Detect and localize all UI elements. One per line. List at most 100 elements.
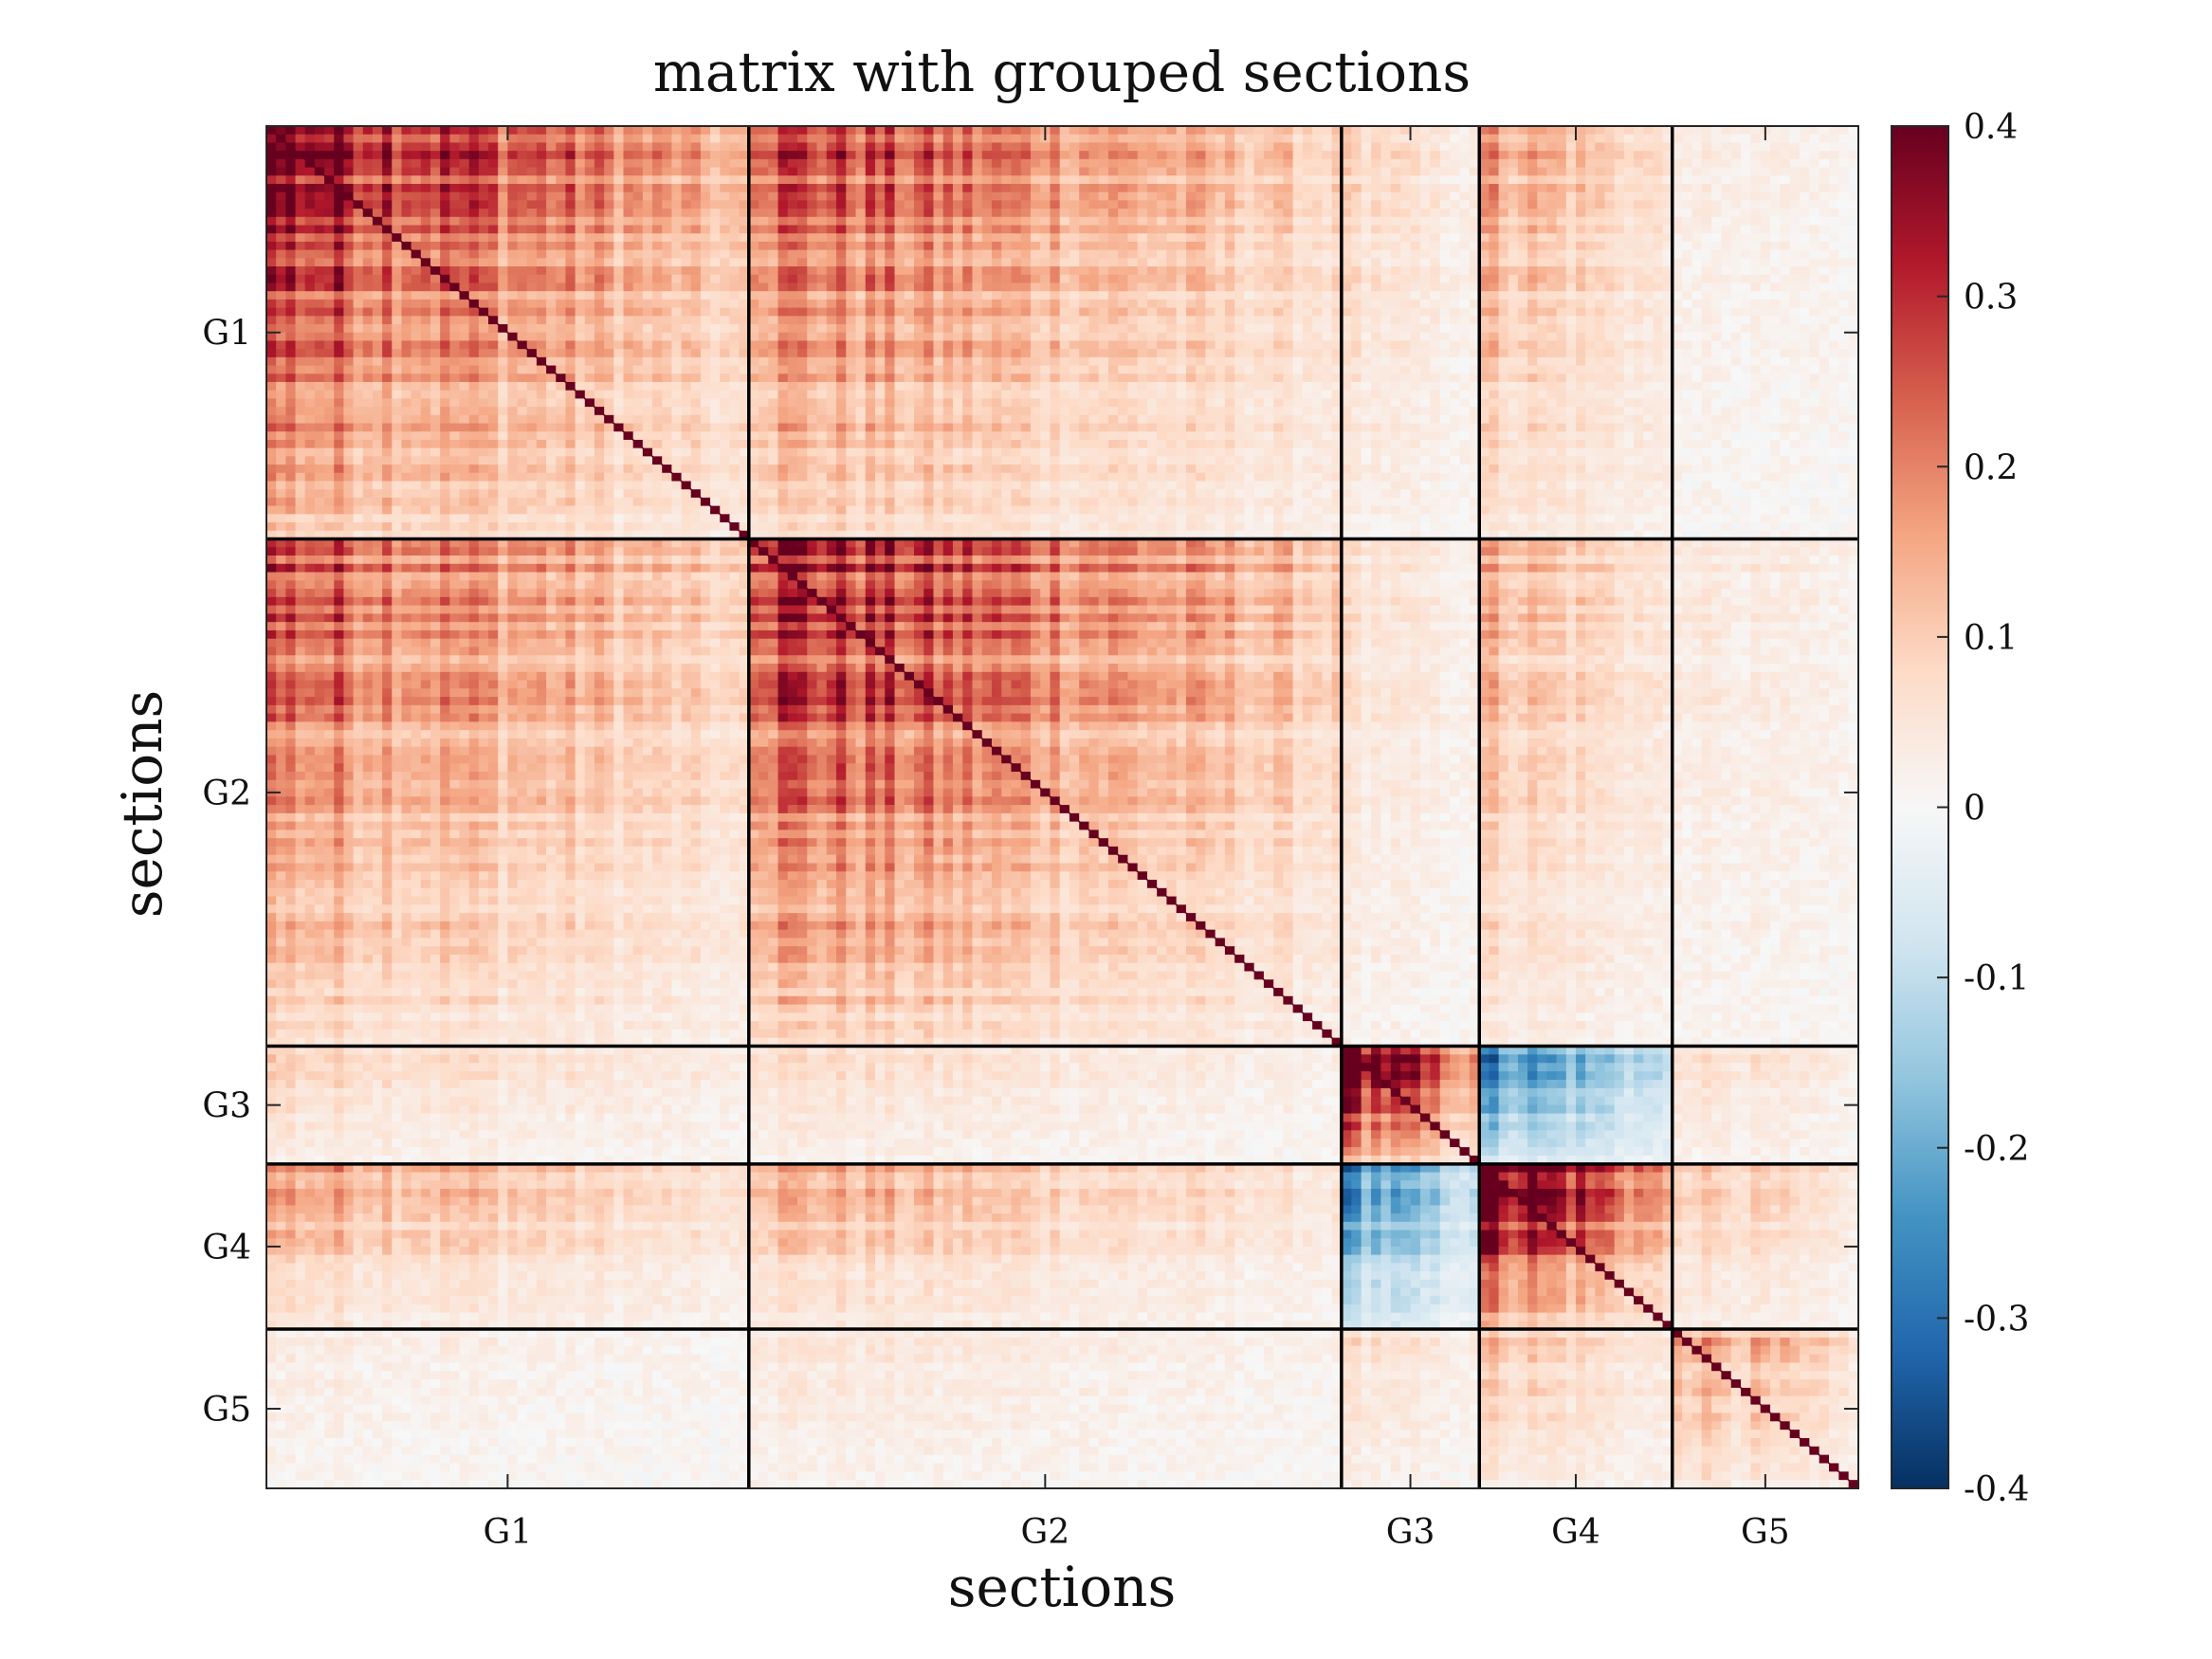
heatmap-cell xyxy=(991,456,1002,465)
heatmap-cell xyxy=(1098,167,1109,176)
heatmap-cell xyxy=(681,167,692,176)
heatmap-cell xyxy=(632,398,644,408)
heatmap-cell xyxy=(1185,356,1197,367)
heatmap-cell xyxy=(748,200,759,210)
heatmap-cell xyxy=(372,266,383,276)
heatmap-cell xyxy=(507,505,519,515)
heatmap-cell xyxy=(295,505,306,515)
heatmap-cell xyxy=(1146,233,1158,243)
heatmap-cell xyxy=(468,398,480,408)
heatmap-cell xyxy=(1050,374,1061,383)
heatmap-cell xyxy=(923,340,935,350)
heatmap-cell xyxy=(324,522,335,532)
heatmap-cell xyxy=(933,374,944,383)
heatmap-cell xyxy=(266,183,277,193)
heatmap-cell xyxy=(1273,142,1284,152)
heatmap-cell xyxy=(276,307,286,317)
heatmap-cell xyxy=(759,365,769,374)
heatmap-cell xyxy=(913,225,924,234)
heatmap-cell xyxy=(382,258,393,267)
heatmap-cell xyxy=(1079,241,1090,251)
heatmap-cell xyxy=(962,356,974,367)
heatmap-cell xyxy=(285,447,297,457)
heatmap-cell xyxy=(372,167,383,176)
heatmap-cell xyxy=(526,447,538,457)
heatmap-cell xyxy=(1011,167,1022,176)
heatmap-cell xyxy=(1079,374,1090,383)
heatmap-cell xyxy=(604,522,614,532)
heatmap-cell xyxy=(777,291,789,301)
heatmap-cell xyxy=(991,266,1002,276)
heatmap-cell xyxy=(768,151,779,160)
heatmap-cell xyxy=(671,407,683,416)
heatmap-cell xyxy=(700,200,711,210)
heatmap-cell xyxy=(623,456,634,465)
heatmap-cell xyxy=(846,249,857,259)
heatmap-cell xyxy=(362,530,374,540)
heatmap-cell xyxy=(894,349,905,358)
heatmap-cell xyxy=(1011,381,1022,392)
heatmap-cell xyxy=(777,340,789,350)
heatmap-cell xyxy=(1196,183,1207,193)
heatmap-cell xyxy=(1205,126,1216,136)
heatmap-cell xyxy=(952,183,963,193)
heatmap-cell xyxy=(942,167,954,176)
heatmap-cell xyxy=(1196,316,1207,325)
heatmap-cell xyxy=(604,200,614,210)
heatmap-cell xyxy=(304,447,316,457)
heatmap-cell xyxy=(904,266,915,276)
heatmap-cell xyxy=(353,283,364,292)
heatmap-cell xyxy=(584,481,595,490)
heatmap-cell xyxy=(875,209,886,218)
heatmap-cell xyxy=(401,200,412,210)
heatmap-cell xyxy=(440,258,450,267)
heatmap-cell xyxy=(420,151,431,160)
heatmap-cell xyxy=(498,456,508,465)
heatmap-cell xyxy=(459,158,470,169)
heatmap-cell xyxy=(787,299,798,309)
heatmap-cell xyxy=(1196,299,1207,309)
heatmap-cell xyxy=(604,472,614,483)
heatmap-cell xyxy=(565,258,576,267)
heatmap-cell xyxy=(642,274,653,284)
heatmap-cell xyxy=(266,423,277,432)
heatmap-cell xyxy=(1088,274,1100,284)
heatmap-cell xyxy=(855,447,867,457)
heatmap-cell xyxy=(690,505,702,515)
heatmap-cell xyxy=(362,299,374,309)
heatmap-cell xyxy=(440,324,450,334)
heatmap-cell xyxy=(382,505,393,515)
heatmap-cell xyxy=(875,158,886,169)
heatmap-cell xyxy=(440,497,450,507)
heatmap-cell xyxy=(1001,274,1013,284)
heatmap-cell xyxy=(1215,407,1226,416)
heatmap-cell xyxy=(942,398,954,408)
heatmap-cell xyxy=(440,505,450,515)
heatmap-cell xyxy=(1215,249,1226,259)
heatmap-cell xyxy=(1273,126,1284,136)
heatmap-cell xyxy=(459,258,470,267)
heatmap-cell xyxy=(266,431,277,441)
heatmap-cell xyxy=(759,439,769,449)
heatmap-cell xyxy=(1088,423,1100,432)
heatmap-cell xyxy=(1302,126,1313,136)
heatmap-cell xyxy=(652,431,663,441)
heatmap-cell xyxy=(1331,283,1343,292)
heatmap-cell xyxy=(507,390,519,399)
heatmap-cell xyxy=(575,349,586,358)
heatmap-cell xyxy=(324,274,335,284)
heatmap-cell xyxy=(846,356,857,367)
heatmap-cell xyxy=(517,522,528,532)
heatmap-cell xyxy=(362,126,374,136)
heatmap-cell xyxy=(1079,398,1090,408)
heatmap-cell xyxy=(411,349,422,358)
heatmap-cell xyxy=(334,316,345,325)
heatmap-cell xyxy=(1312,183,1323,193)
heatmap-cell xyxy=(411,233,422,243)
heatmap-cell xyxy=(276,274,286,284)
heatmap-cell xyxy=(846,299,857,309)
heatmap-cell xyxy=(1059,191,1070,201)
heatmap-cell xyxy=(266,365,277,374)
heatmap-cell xyxy=(681,151,692,160)
heatmap-cell xyxy=(894,151,905,160)
